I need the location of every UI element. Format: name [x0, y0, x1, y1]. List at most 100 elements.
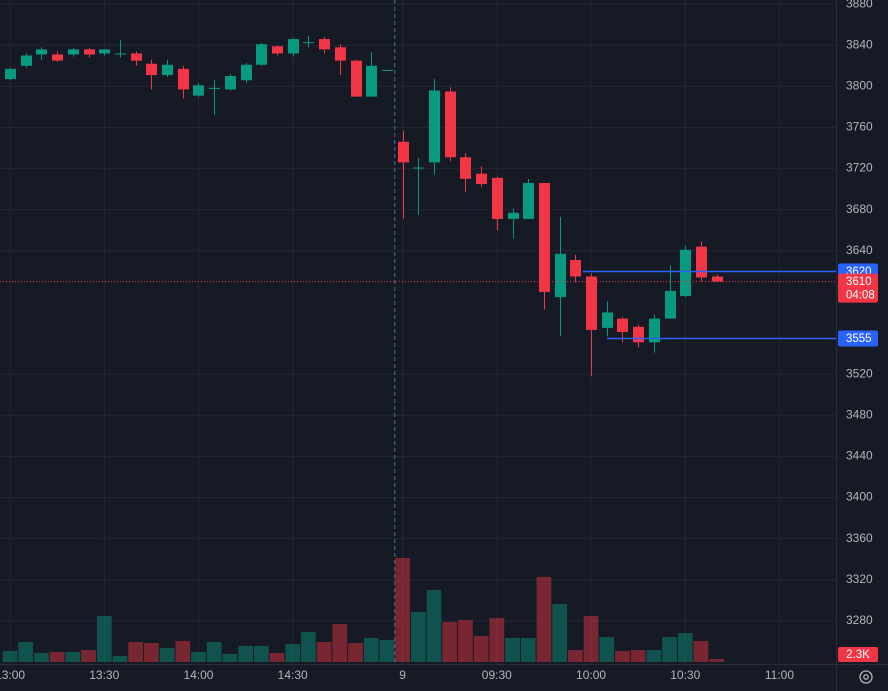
volume-tag: [838, 647, 878, 662]
candle-body: [256, 44, 267, 65]
volume-bar: [222, 653, 238, 662]
volume-bar: [363, 637, 379, 662]
candle-body: [649, 318, 660, 343]
volume-bar: [191, 651, 206, 662]
volume-bar: [144, 643, 159, 662]
volume-pane: [2, 558, 725, 662]
grid: [0, 0, 836, 664]
candle-body: [303, 42, 314, 44]
candles: [5, 35, 723, 377]
candle-body: [555, 253, 566, 298]
candle-body: [413, 167, 424, 169]
volume-bar: [709, 659, 725, 662]
volume-bar: [615, 650, 630, 662]
candle-body: [146, 63, 157, 76]
y-tick-label: 3800: [846, 79, 873, 93]
candle-body: [508, 212, 519, 219]
settings-icon[interactable]: [859, 670, 873, 684]
x-tick-label: 13:00: [0, 668, 25, 682]
settings-ring: [859, 670, 873, 684]
candle-body: [84, 49, 95, 55]
candle-body: [178, 68, 189, 90]
candle-body: [539, 182, 550, 292]
volume-bar: [175, 640, 191, 662]
candle-body: [288, 39, 299, 54]
candle-body: [602, 312, 613, 328]
y-tick-label: 3440: [846, 449, 873, 463]
candle-body: [366, 65, 377, 97]
volume-bar: [520, 637, 536, 662]
price-line-label: 3555: [846, 333, 872, 345]
candle-body: [319, 39, 330, 50]
candle-body: [633, 326, 644, 343]
candle-body: [21, 55, 32, 66]
candle-body: [460, 157, 471, 179]
x-tick-label: 10:30: [670, 668, 700, 682]
volume-bar: [301, 631, 316, 662]
volume-bar: [112, 656, 128, 662]
volume-bar: [285, 644, 301, 662]
volume-bar: [395, 558, 410, 662]
y-tick-label: 3760: [846, 120, 873, 134]
candle-body: [696, 246, 707, 278]
y-tick-label: 3400: [846, 490, 873, 504]
y-tick-label: 3520: [846, 366, 873, 380]
candle-body: [476, 173, 487, 184]
candle-body: [382, 69, 393, 71]
x-tick-label: 10:00: [576, 668, 606, 682]
y-tick-label: 3280: [846, 613, 873, 627]
candle-body: [5, 68, 16, 80]
candle-body: [209, 87, 220, 89]
volume-bar: [348, 643, 363, 662]
x-tick-label: 13:30: [89, 668, 119, 682]
candle-body: [665, 290, 676, 319]
candle-body: [68, 49, 79, 55]
volume-bar: [458, 620, 473, 662]
volume-bar: [128, 641, 144, 662]
volume-bar: [583, 615, 599, 662]
volume-bar: [473, 636, 489, 662]
candle-body: [193, 85, 204, 96]
volume-bar: [410, 611, 426, 662]
y-tick-label: 3640: [846, 243, 873, 257]
volume-bar: [34, 653, 49, 662]
volume-bar: [489, 618, 505, 662]
candle-body: [617, 318, 628, 332]
y-tick-label: 3720: [846, 161, 873, 175]
y-tick-label: 3840: [846, 37, 873, 51]
volume-bar: [567, 650, 583, 662]
x-tick-label: 14:00: [183, 668, 213, 682]
volume-bar: [316, 641, 332, 662]
volume-bar: [238, 646, 253, 662]
volume-bar: [269, 653, 285, 662]
price-line-tag: [838, 330, 878, 347]
volume-bar: [426, 589, 442, 662]
x-tick-label: 11:00: [765, 668, 794, 682]
volume-bar: [206, 641, 222, 662]
settings-core: [863, 674, 869, 680]
volume-bar: [677, 633, 693, 662]
candle-body: [351, 60, 362, 97]
volume-bar: [65, 651, 81, 662]
volume-bar: [332, 624, 348, 662]
candle-body: [36, 49, 47, 55]
y-tick-label: 3680: [846, 202, 873, 216]
volume-bar: [552, 604, 567, 662]
candle-body: [272, 46, 283, 54]
x-tick-label: 9: [399, 668, 406, 682]
volume-bar: [693, 640, 709, 662]
candle-body: [712, 276, 723, 282]
candle-body: [680, 249, 691, 297]
candle-body: [99, 49, 110, 54]
candle-body: [241, 64, 252, 81]
volume-bar: [630, 650, 646, 662]
volume-bar: [49, 651, 65, 662]
candle-body: [335, 47, 346, 61]
volume-bar: [159, 647, 175, 662]
candle-body: [398, 141, 409, 163]
last-price-label: 3610: [846, 276, 872, 288]
candle-body: [52, 54, 63, 61]
countdown-label: 04:08: [846, 290, 875, 302]
volume-bar: [536, 576, 552, 662]
candle-body: [429, 90, 440, 163]
